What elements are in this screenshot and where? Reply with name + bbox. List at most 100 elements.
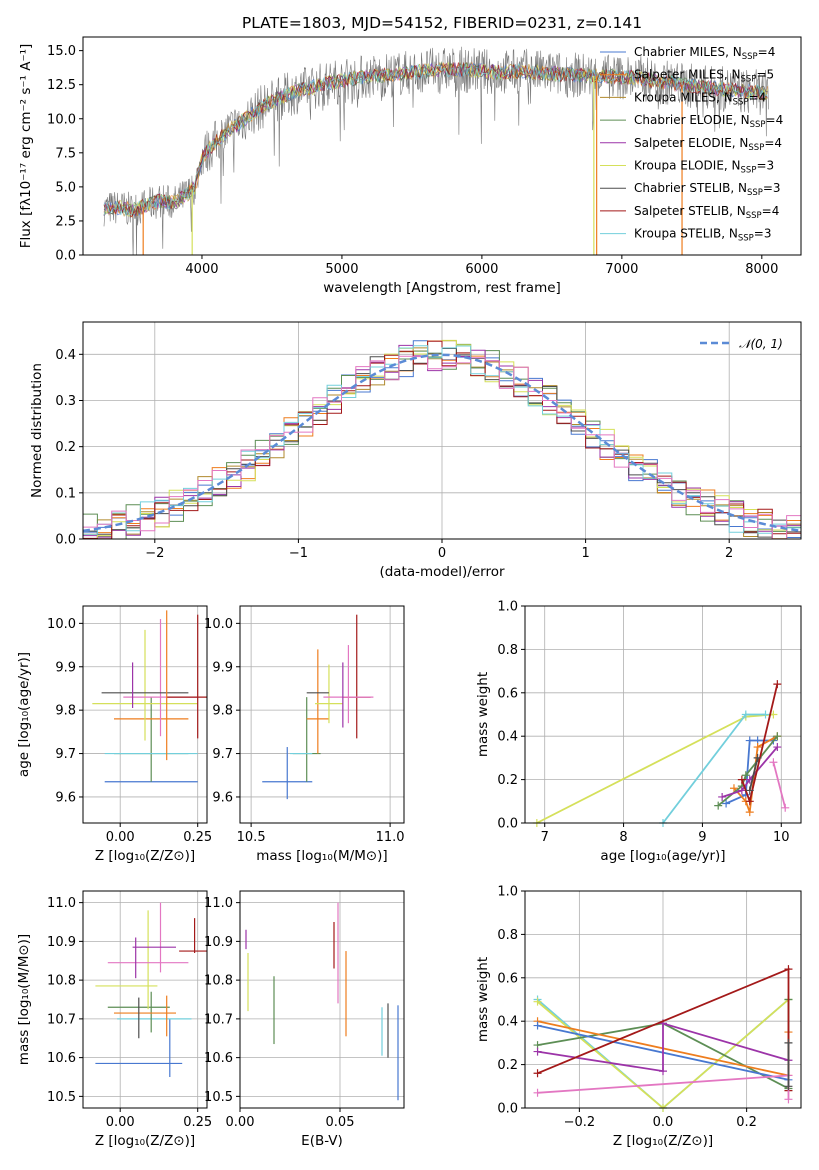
y-tick-label: 5.0 (55, 180, 76, 195)
y-tick-label: 9.7 (55, 747, 76, 762)
y-tick-label: 11.0 (47, 896, 76, 911)
series-marker (737, 786, 746, 795)
y-tick-label: 10.0 (47, 617, 76, 632)
y-tick-label: 0.0 (55, 533, 76, 548)
series-marker (718, 792, 727, 801)
series-marker (737, 775, 746, 784)
y-tick-label: 10.5 (204, 1090, 233, 1105)
y-tick-label: 10.6 (47, 1051, 76, 1066)
series-marker (741, 710, 750, 719)
y-tick-label: 10.8 (204, 974, 233, 989)
y-tick-label: 10.5 (47, 1090, 76, 1105)
y-tick-label: 1.0 (497, 600, 518, 615)
y-tick-label: 10.7 (47, 1012, 76, 1027)
x-axis-label: Z [log₁₀(Z/Z⊙)] (95, 1133, 195, 1149)
y-tick-label: 7.5 (55, 146, 76, 161)
y-tick-label: 10.9 (204, 935, 233, 950)
x-tick-label: 7000 (605, 262, 638, 277)
x-tick-label: 10 (773, 830, 790, 845)
y-tick-label: 0.0 (55, 249, 76, 264)
x-tick-label: 0.2 (736, 1115, 757, 1130)
series-line (537, 1022, 789, 1073)
y-axis-label: age [log₁₀(age/yr)] (16, 652, 32, 777)
series-marker (784, 1038, 793, 1047)
y-tick-label: 10.0 (204, 617, 233, 632)
y-tick-label: 0.8 (497, 928, 518, 943)
x-tick-label: −1 (289, 546, 308, 561)
x-tick-label: 5000 (325, 262, 358, 277)
y-tick-label: 0.4 (55, 348, 76, 363)
y-axis-label: Normed distribution (29, 363, 45, 498)
axes-frame (82, 890, 208, 1109)
series-marker (784, 1082, 793, 1091)
y-axis-label: mass [log₁₀(M/M⊙)] (16, 934, 32, 1065)
y-tick-label: 0.2 (497, 773, 518, 788)
legend-entry: Salpeter MILES, NSSP=5 (634, 68, 774, 85)
y-tick-label: 0.8 (497, 643, 518, 658)
x-axis-label: Z [log₁₀(Z/Z⊙)] (95, 848, 195, 864)
series-marker (769, 758, 778, 767)
axes-frame (82, 321, 802, 540)
y-tick-label: 10.0 (47, 112, 76, 127)
axes-frame (239, 605, 405, 824)
x-tick-label: 6000 (465, 262, 498, 277)
x-tick-label: 4000 (185, 262, 218, 277)
series-marker (784, 965, 793, 974)
y-tick-label: 10.6 (204, 1051, 233, 1066)
series-marker (784, 1095, 793, 1104)
series-marker (533, 1069, 542, 1078)
series-marker (729, 784, 738, 793)
y-axis-label: Flux [fλ10⁻¹⁷ erg cm⁻² s⁻¹ A⁻¹] (18, 44, 34, 249)
x-tick-label: 11.0 (376, 830, 405, 845)
y-tick-label: 10.7 (204, 1012, 233, 1027)
series-marker (745, 808, 754, 817)
y-tick-label: 0.3 (55, 394, 76, 409)
y-tick-label: 10.8 (47, 974, 76, 989)
y-tick-label: 0.6 (497, 686, 518, 701)
series-marker (773, 732, 782, 741)
series-marker (753, 753, 762, 762)
x-tick-label: −2 (145, 546, 164, 561)
x-tick-label: 0.25 (183, 830, 212, 845)
x-tick-label: 0.0 (653, 1115, 674, 1130)
legend-entry: Salpeter STELIB, NSSP=4 (634, 204, 779, 221)
x-tick-label: 0.00 (106, 1115, 135, 1130)
series-marker (773, 680, 782, 689)
y-tick-label: 9.9 (55, 660, 76, 675)
series-line (772, 761, 787, 809)
y-tick-label: 9.7 (212, 747, 233, 762)
y-tick-label: 0.4 (497, 1015, 518, 1030)
series-marker (781, 803, 790, 812)
axes-frame (524, 605, 802, 824)
x-tick-label: 0.05 (326, 1115, 355, 1130)
y-tick-label: 9.9 (212, 660, 233, 675)
y-tick-label: 1.0 (497, 885, 518, 900)
y-tick-label: 0.4 (497, 730, 518, 745)
y-tick-label: 0.2 (497, 1058, 518, 1073)
legend-entry: Kroupa ELODIE, NSSP=3 (634, 159, 774, 176)
gaussian-curve (83, 353, 801, 533)
y-axis-label: mass weight (475, 957, 491, 1042)
series-marker (745, 797, 754, 806)
axes-frame (239, 890, 405, 1109)
x-tick-label: 0 (438, 546, 446, 561)
x-tick-label: 0.25 (183, 1115, 212, 1130)
series-marker (753, 743, 762, 752)
y-tick-label: 0.1 (55, 486, 76, 501)
spectrum-model-line (103, 61, 768, 218)
y-tick-label: 11.0 (204, 896, 233, 911)
series-marker (533, 1021, 542, 1030)
legend-entry: Salpeter ELODIE, NSSP=4 (634, 136, 782, 153)
x-tick-label: 0.00 (106, 830, 135, 845)
spectrum-model-line (103, 62, 768, 217)
legend-entry: Chabrier STELIB, NSSP=3 (634, 181, 781, 198)
series-line (721, 746, 778, 798)
y-tick-label: 0.0 (497, 817, 518, 832)
x-tick-label: 9 (698, 830, 706, 845)
series-marker (745, 736, 754, 745)
x-tick-label: 7 (541, 830, 549, 845)
x-tick-label: 8000 (745, 262, 778, 277)
series-line (748, 757, 759, 791)
series-line (536, 713, 774, 823)
